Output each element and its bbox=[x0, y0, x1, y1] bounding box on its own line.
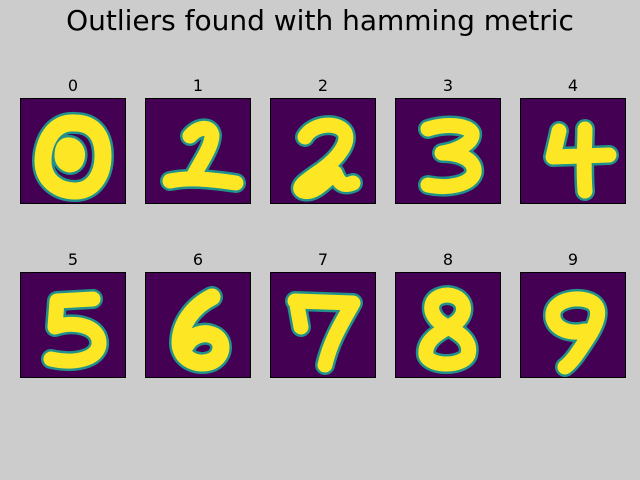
digit-image-6 bbox=[145, 272, 251, 378]
digit-panel-6: 6 bbox=[145, 250, 251, 378]
digit-image-5 bbox=[20, 272, 126, 378]
digit-image-2 bbox=[270, 98, 376, 204]
digit-panel-8: 8 bbox=[395, 250, 501, 378]
digit-image-4 bbox=[520, 98, 626, 204]
figure-title: Outliers found with hamming metric bbox=[66, 4, 574, 37]
digit-stroke bbox=[34, 114, 112, 200]
panel-title-6: 6 bbox=[192, 250, 204, 269]
digit-image-9 bbox=[520, 272, 626, 378]
digit-stroke bbox=[162, 120, 244, 191]
panel-title-5: 5 bbox=[67, 250, 79, 269]
panel-title-8: 8 bbox=[442, 250, 454, 269]
digit-stroke bbox=[418, 287, 477, 372]
digit-panel-9: 9 bbox=[520, 250, 626, 378]
digit-panel-7: 7 bbox=[270, 250, 376, 378]
digit-image-3 bbox=[395, 98, 501, 204]
digit-panel-2: 2 bbox=[270, 76, 376, 204]
digit-stroke bbox=[420, 118, 482, 194]
panel-title-1: 1 bbox=[192, 76, 204, 95]
digit-stroke bbox=[545, 121, 617, 199]
digit-stroke bbox=[293, 117, 361, 199]
digit-panel-3: 3 bbox=[395, 76, 501, 204]
digit-stroke bbox=[43, 291, 107, 369]
digit-stroke bbox=[287, 293, 361, 373]
digit-panel-0: 0 bbox=[20, 76, 126, 204]
digit-panel-4: 4 bbox=[520, 76, 626, 204]
digit-image-1 bbox=[145, 98, 251, 204]
digit-panel-1: 1 bbox=[145, 76, 251, 204]
digit-image-7 bbox=[270, 272, 376, 378]
digit-image-0 bbox=[20, 98, 126, 204]
digit-stroke bbox=[171, 288, 230, 372]
panel-title-4: 4 bbox=[567, 76, 579, 95]
panel-title-3: 3 bbox=[442, 76, 454, 95]
digit-panel-5: 5 bbox=[20, 250, 126, 378]
panel-title-9: 9 bbox=[567, 250, 579, 269]
panel-title-7: 7 bbox=[317, 250, 329, 269]
digit-stroke bbox=[545, 291, 606, 375]
panel-title-0: 0 bbox=[67, 76, 79, 95]
digit-image-8 bbox=[395, 272, 501, 378]
panel-title-2: 2 bbox=[317, 76, 329, 95]
